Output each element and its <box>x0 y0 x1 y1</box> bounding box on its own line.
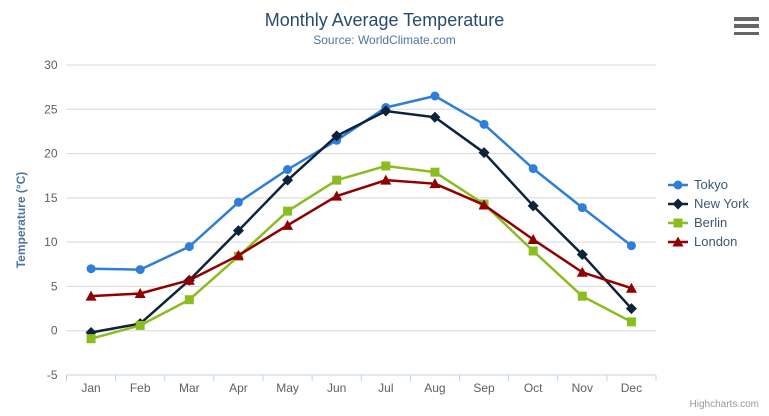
y-tick-label: 20 <box>44 147 58 161</box>
series-line-berlin <box>89 164 633 340</box>
data-point-marker[interactable]: London · Oct: 10.3 °C <box>527 233 539 244</box>
y-tick-label: 30 <box>44 58 58 72</box>
data-point-marker[interactable]: Berlin · Dec: 1 °C <box>626 317 636 327</box>
data-point-marker[interactable]: New York · Apr: 11.3 °C <box>232 225 244 237</box>
burger-bar <box>734 31 759 35</box>
export-menu-icon[interactable] <box>734 17 759 35</box>
series-line-tokyo <box>89 94 633 271</box>
data-point-marker[interactable]: Tokyo · Nov: 13.9 °C <box>577 203 587 213</box>
data-point-marker[interactable]: Berlin · Mar: 3.5 °C <box>184 295 194 305</box>
series-line-london <box>89 178 633 298</box>
data-point-marker[interactable]: Berlin · Jun: 17 °C <box>332 175 342 185</box>
legend-item-berlin[interactable]: Berlin <box>667 215 765 230</box>
legend-label: Tokyo <box>694 177 728 192</box>
x-category-label: Feb <box>130 381 151 395</box>
legend-label: New York <box>694 196 749 211</box>
burger-bar <box>734 24 759 28</box>
legend-label: London <box>694 234 738 249</box>
data-point-marker[interactable]: New York · Sep: 20.1 °C <box>478 147 490 159</box>
data-point-marker[interactable]: London · Jan: 3.9 °C <box>85 290 97 301</box>
x-category-label: Dec <box>621 381 642 395</box>
data-point-marker[interactable]: London · Mar: 5.7 °C <box>183 274 195 285</box>
data-point-marker[interactable]: New York · Nov: 8.6 °C <box>576 249 588 261</box>
data-point-marker[interactable]: London · Jun: 15.2 °C <box>331 190 343 201</box>
series-line-new-york <box>89 109 633 334</box>
burger-bar <box>734 17 759 21</box>
x-category-label: Sep <box>473 381 495 395</box>
legend-item-new-york[interactable]: New York <box>667 196 765 211</box>
legend-item-london[interactable]: London <box>667 234 765 249</box>
data-point-marker[interactable]: Berlin · May: 13.5 °C <box>283 206 293 216</box>
square-series-marker-icon <box>668 218 688 227</box>
data-point-marker[interactable]: New York · Dec: 2.5 °C <box>625 303 637 315</box>
data-point-marker[interactable]: New York · Jul: 24.8 °C <box>380 105 392 117</box>
x-category-label: Mar <box>179 381 200 395</box>
data-point-marker[interactable]: London · Feb: 4.2 °C <box>134 288 146 299</box>
data-point-marker[interactable]: London · Dec: 4.8 °C <box>625 282 637 293</box>
x-category-label: Aug <box>424 381 445 395</box>
y-tick-label: -5 <box>47 368 58 382</box>
diamond-series-marker-icon <box>668 198 688 209</box>
data-point-marker[interactable]: New York · Jun: 22 °C <box>331 130 343 142</box>
y-tick-label: 10 <box>44 235 58 249</box>
y-tick-label: 15 <box>44 191 58 205</box>
data-point-marker[interactable]: Berlin · Jan: -0.9 °C <box>86 334 96 344</box>
data-point-marker[interactable]: Tokyo · Aug: 26.5 °C <box>430 91 440 101</box>
data-point-marker[interactable]: Tokyo · Dec: 9.6 °C <box>626 241 636 251</box>
data-point-marker[interactable]: New York · Aug: 24.1 °C <box>429 111 441 123</box>
chart-subtitle: Source: WorldClimate.com <box>313 33 456 47</box>
data-point-marker[interactable]: Tokyo · Oct: 18.3 °C <box>528 164 538 174</box>
x-category-label: Nov <box>572 381 593 395</box>
data-point-marker[interactable]: Tokyo · Sep: 23.3 °C <box>479 119 489 129</box>
y-axis-title: Temperature (°C) <box>14 172 28 269</box>
data-point-marker[interactable]: London · Jul: 17 °C <box>380 174 392 185</box>
data-point-marker[interactable]: Berlin · Oct: 9 °C <box>528 246 538 256</box>
data-point-marker[interactable]: Berlin · Nov: 3.9 °C <box>577 291 587 301</box>
data-point-marker[interactable]: Tokyo · Apr: 14.5 °C <box>233 197 243 207</box>
y-tick-label: 5 <box>51 279 58 293</box>
data-point-marker[interactable]: Berlin · Jul: 18.6 °C <box>381 161 391 171</box>
data-point-marker[interactable]: London · Aug: 16.6 °C <box>429 178 441 189</box>
x-category-label: Jul <box>378 381 393 395</box>
x-category-label: Apr <box>229 381 248 395</box>
x-category-label: May <box>276 381 299 395</box>
data-point-marker[interactable]: Tokyo · Mar: 9.5 °C <box>184 242 194 252</box>
data-point-marker[interactable]: Tokyo · Jan: 7 °C <box>86 264 96 274</box>
legend-item-tokyo[interactable]: Tokyo <box>667 177 765 192</box>
chart-title: Monthly Average Temperature <box>264 10 505 30</box>
credits-link[interactable]: Highcharts.com <box>689 399 759 410</box>
data-point-marker[interactable]: London · Nov: 6.6 °C <box>576 266 588 277</box>
x-category-label: Jun <box>327 381 346 395</box>
data-point-marker[interactable]: London · Sep: 14.2 °C <box>478 199 490 210</box>
data-point-marker[interactable]: New York · May: 17 °C <box>282 174 294 186</box>
circle-series-marker-icon <box>668 180 688 189</box>
data-point-marker[interactable]: New York · Oct: 14.1 °C <box>527 200 539 212</box>
triangle-series-marker-icon <box>668 236 688 246</box>
data-point-marker[interactable]: Berlin · Feb: 0.6 °C <box>135 320 145 330</box>
x-category-label: Jan <box>81 381 100 395</box>
data-point-marker[interactable]: London · May: 11.9 °C <box>282 219 294 230</box>
y-tick-label: 25 <box>44 102 58 116</box>
data-point-marker[interactable]: London · Apr: 8.5 °C <box>232 249 244 260</box>
x-category-label: Oct <box>524 381 543 395</box>
data-point-marker[interactable]: Tokyo · May: 18.2 °C <box>283 165 293 175</box>
legend: Tokyo New York Berlin London <box>667 177 765 249</box>
y-tick-label: 0 <box>51 324 58 338</box>
data-point-marker[interactable]: Berlin · Aug: 17.9 °C <box>430 167 440 177</box>
legend-label: Berlin <box>694 215 728 230</box>
data-point-marker[interactable]: Tokyo · Feb: 6.9 °C <box>135 265 145 275</box>
